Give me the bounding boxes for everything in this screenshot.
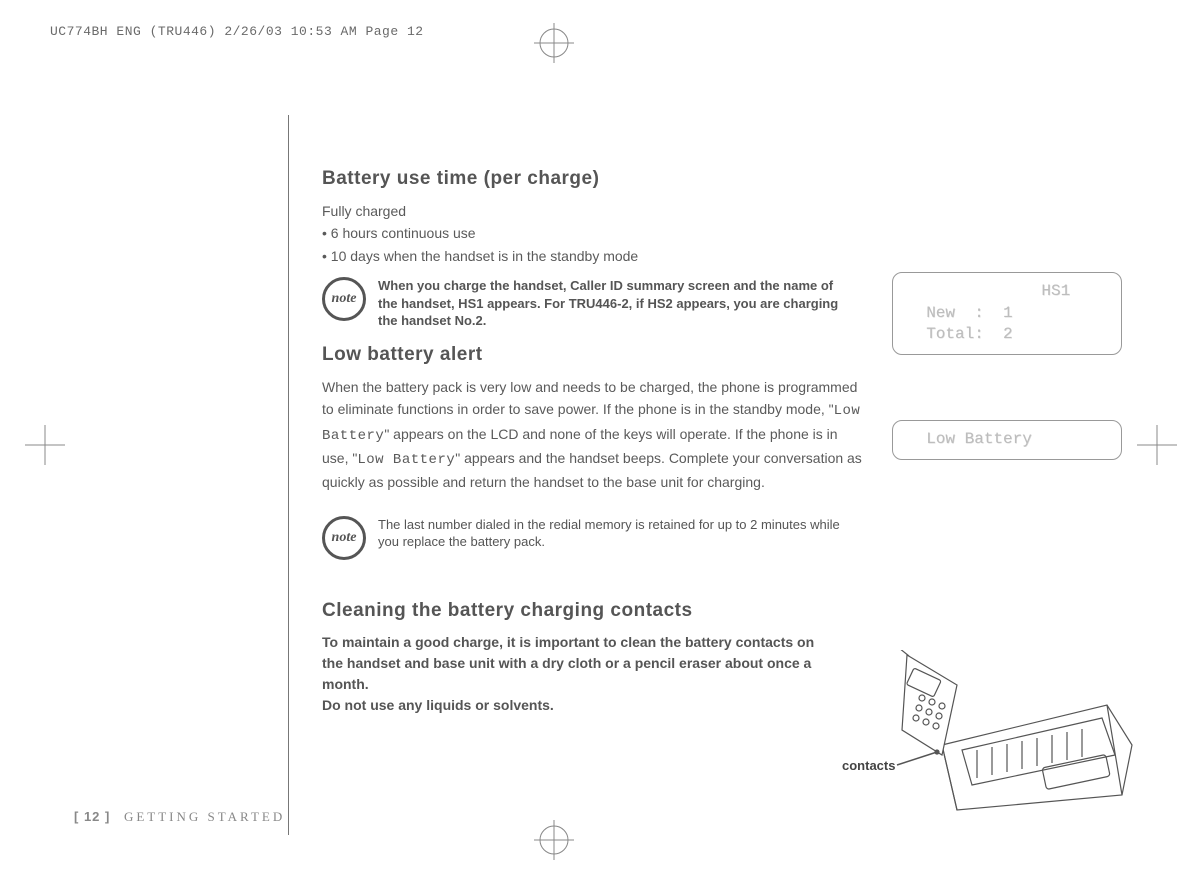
body-fully-charged: Fully charged xyxy=(322,200,867,222)
crop-mark-top xyxy=(534,23,574,68)
bullet-1-text: 6 hours continuous use xyxy=(331,225,476,241)
crop-mark-right xyxy=(1137,425,1177,470)
lcd1-line2: New : 1 xyxy=(907,304,1013,322)
note-block-1: note When you charge the handset, Caller… xyxy=(322,277,867,330)
main-content: Battery use time (per charge) Fully char… xyxy=(322,168,867,716)
bullet-1: • 6 hours continuous use xyxy=(322,222,867,244)
body-low-battery: When the battery pack is very low and ne… xyxy=(322,376,867,494)
lcd-term-2: Low Battery xyxy=(357,452,455,468)
heading-low-battery: Low battery alert xyxy=(322,344,867,366)
section-name: GETTING STARTED xyxy=(124,809,285,824)
crop-mark-left xyxy=(25,425,65,470)
body-cleaning: To maintain a good charge, it is importa… xyxy=(322,632,822,716)
crop-mark-bottom xyxy=(534,820,574,865)
handset-base-illustration: contacts xyxy=(847,650,1137,820)
lcd-display-callerid: HS1 New : 1 Total: 2 xyxy=(892,272,1122,355)
heading-cleaning: Cleaning the battery charging contacts xyxy=(322,600,867,622)
lcd1-line1: HS1 xyxy=(907,282,1070,300)
page-number: [ 12 ] xyxy=(74,809,110,824)
vertical-rule xyxy=(288,115,289,835)
heading-battery-use: Battery use time (per charge) xyxy=(322,168,867,190)
cleaning-section: Cleaning the battery charging contacts T… xyxy=(322,600,867,716)
lcd-display-lowbatt: Low Battery xyxy=(892,420,1122,460)
print-header: UC774BH ENG (TRU446) 2/26/03 10:53 AM Pa… xyxy=(50,24,424,39)
lb-pre: When the battery pack is very low and ne… xyxy=(322,379,857,417)
note-text-2: The last number dialed in the redial mem… xyxy=(378,516,848,551)
contacts-label: contacts xyxy=(842,758,895,773)
note-text-1: When you charge the handset, Caller ID s… xyxy=(378,277,848,330)
lcd1-line3: Total: 2 xyxy=(907,325,1013,343)
bullet-2: • 10 days when the handset is in the sta… xyxy=(322,245,867,267)
note-icon: note xyxy=(322,277,366,321)
bullet-2-text: 10 days when the handset is in the stand… xyxy=(331,248,638,264)
note-block-2: note The last number dialed in the redia… xyxy=(322,516,867,560)
page-footer: [ 12 ] GETTING STARTED xyxy=(74,809,285,825)
note-icon: note xyxy=(322,516,366,560)
